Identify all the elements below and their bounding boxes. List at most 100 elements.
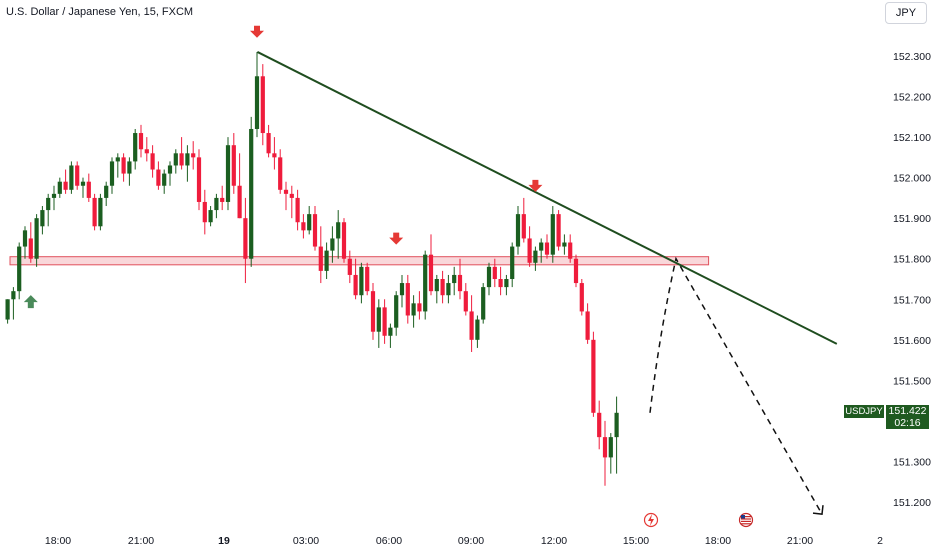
candle-body xyxy=(196,157,202,202)
markers-layer xyxy=(23,25,543,309)
candle-body xyxy=(46,197,51,211)
candle xyxy=(156,161,161,190)
price-axis[interactable]: 152.300 152.200 152.100 152.000 151.900 151.8… xyxy=(893,51,931,509)
candle xyxy=(492,258,497,288)
candle xyxy=(75,161,80,190)
candle-body xyxy=(98,197,103,227)
candle xyxy=(498,266,503,296)
descending-trendline xyxy=(256,51,838,345)
candle-body xyxy=(365,266,370,292)
candle xyxy=(283,181,289,211)
candle-body xyxy=(220,197,225,202)
candle xyxy=(115,153,120,178)
candle-body xyxy=(463,291,468,312)
candle-body xyxy=(28,238,33,259)
candle xyxy=(504,274,509,296)
candle-body xyxy=(127,161,132,174)
candle xyxy=(289,185,294,219)
candle-body xyxy=(179,153,184,166)
y-tick-label: 151.500 xyxy=(893,375,931,387)
candle-body xyxy=(17,246,22,292)
candle xyxy=(434,274,439,304)
y-tick-label: 151.300 xyxy=(893,456,931,468)
candle-body xyxy=(34,218,39,259)
candle xyxy=(481,283,486,324)
candle xyxy=(92,193,97,231)
x-tick-label: 09:00 xyxy=(458,535,484,547)
candle-body xyxy=(376,307,381,332)
candle-body xyxy=(498,279,503,288)
candle xyxy=(28,222,33,263)
y-tick-label: 151.700 xyxy=(893,294,931,306)
candle xyxy=(220,185,225,211)
x-tick-label: 06:00 xyxy=(376,535,402,547)
candle xyxy=(608,433,613,474)
candle xyxy=(330,226,335,263)
candle-body xyxy=(544,242,550,255)
candle-body xyxy=(301,222,306,231)
candle-body xyxy=(533,250,538,263)
candle xyxy=(585,303,590,344)
us-flag-stripe xyxy=(741,518,751,520)
candle xyxy=(249,116,254,267)
candle-body xyxy=(5,299,10,320)
candle xyxy=(614,396,619,474)
currency-button[interactable]: JPY xyxy=(885,2,927,24)
candle xyxy=(34,214,39,267)
candle-body xyxy=(585,311,590,340)
candle xyxy=(544,234,550,259)
candle-body xyxy=(434,279,439,292)
candle-body xyxy=(138,133,144,150)
candle-body xyxy=(144,149,149,154)
candle-body xyxy=(40,210,45,227)
trendline-layer xyxy=(256,51,838,345)
candle xyxy=(376,299,381,348)
candle xyxy=(40,206,45,235)
candle-body xyxy=(57,181,62,194)
candle xyxy=(353,258,358,300)
down-arrow-marker xyxy=(528,179,543,192)
candle xyxy=(202,189,207,235)
candle-body xyxy=(359,266,364,296)
candle xyxy=(318,226,323,284)
candle xyxy=(144,137,149,162)
candle xyxy=(17,242,22,300)
y-tick-label: 152.200 xyxy=(893,92,931,104)
candle xyxy=(63,169,68,194)
candle xyxy=(312,206,318,251)
candle-body xyxy=(133,133,138,162)
x-tick-label: 21:00 xyxy=(787,535,813,547)
candle xyxy=(22,226,28,259)
us-flag-canton xyxy=(741,515,745,519)
candle xyxy=(150,145,155,178)
candle-body xyxy=(411,303,416,316)
candle-body xyxy=(324,250,329,271)
candle-body xyxy=(283,189,289,194)
candle-body xyxy=(330,238,335,251)
candle-body xyxy=(156,169,161,186)
candle-body xyxy=(121,157,126,174)
candle-body xyxy=(80,181,86,186)
time-axis[interactable]: 18:00 21:00 19 03:00 06:00 09:00 12:00 15:00 18:… xyxy=(45,535,883,547)
candle xyxy=(179,137,184,170)
up-arrow-marker xyxy=(23,295,38,309)
last-price-label: 151.422 02:16 xyxy=(886,405,929,429)
candle xyxy=(167,161,173,186)
candle-body xyxy=(370,291,376,332)
down-arrow-marker xyxy=(250,25,264,38)
candle-body xyxy=(382,307,387,336)
y-tick-label: 151.600 xyxy=(893,335,931,347)
candle xyxy=(295,189,300,231)
candle-body xyxy=(202,201,207,223)
candle-body xyxy=(469,311,474,340)
candle xyxy=(208,206,213,227)
y-tick-label: 151.200 xyxy=(893,497,931,509)
candle xyxy=(46,193,51,227)
candle xyxy=(457,258,463,300)
candle xyxy=(109,157,115,194)
candle xyxy=(463,283,468,316)
x-tick-label: 2 xyxy=(877,535,883,547)
candle xyxy=(162,169,167,194)
candle xyxy=(260,64,265,146)
